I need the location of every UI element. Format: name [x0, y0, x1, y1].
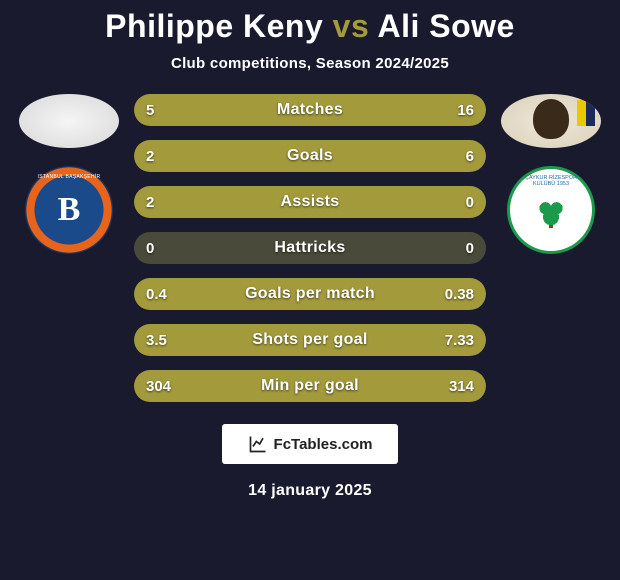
stat-row: 00Hattricks: [134, 232, 486, 264]
player2-avatar: [501, 94, 601, 148]
stat-row: 20Assists: [134, 186, 486, 218]
stat-row: 304314Min per goal: [134, 370, 486, 402]
branding-text: FcTables.com: [274, 436, 373, 453]
player2-name: Ali Sowe: [377, 8, 514, 44]
branding-badge: FcTables.com: [222, 424, 398, 464]
main-row: 516Matches 26Goals 20Assists 00Hattricks 0.4…: [0, 94, 620, 402]
comparison-card: Philippe Keny vs Ali Sowe Club competiti…: [0, 0, 620, 580]
page-title: Philippe Keny vs Ali Sowe: [105, 8, 515, 45]
club2-badge: [507, 166, 595, 254]
stats-column: 516Matches 26Goals 20Assists 00Hattricks 0.4…: [134, 94, 486, 402]
subtitle: Club competitions, Season 2024/2025: [171, 55, 449, 72]
player1-avatar: [19, 94, 119, 148]
stat-label: Hattricks: [134, 239, 486, 257]
stat-row: 516Matches: [134, 94, 486, 126]
stat-row: 26Goals: [134, 140, 486, 172]
stat-label: Matches: [134, 101, 486, 119]
date-text: 14 january 2025: [248, 482, 372, 500]
right-column: [496, 94, 606, 254]
vs-text: vs: [333, 8, 370, 44]
left-column: [14, 94, 124, 254]
stat-row: 3.57.33Shots per goal: [134, 324, 486, 356]
stat-row: 0.40.38Goals per match: [134, 278, 486, 310]
chart-icon: [248, 434, 268, 454]
club1-badge: [25, 166, 113, 254]
stat-label: Assists: [134, 193, 486, 211]
stat-label: Min per goal: [134, 377, 486, 395]
stat-label: Goals: [134, 147, 486, 165]
stat-label: Goals per match: [134, 285, 486, 303]
player1-name: Philippe Keny: [105, 8, 323, 44]
stat-label: Shots per goal: [134, 331, 486, 349]
